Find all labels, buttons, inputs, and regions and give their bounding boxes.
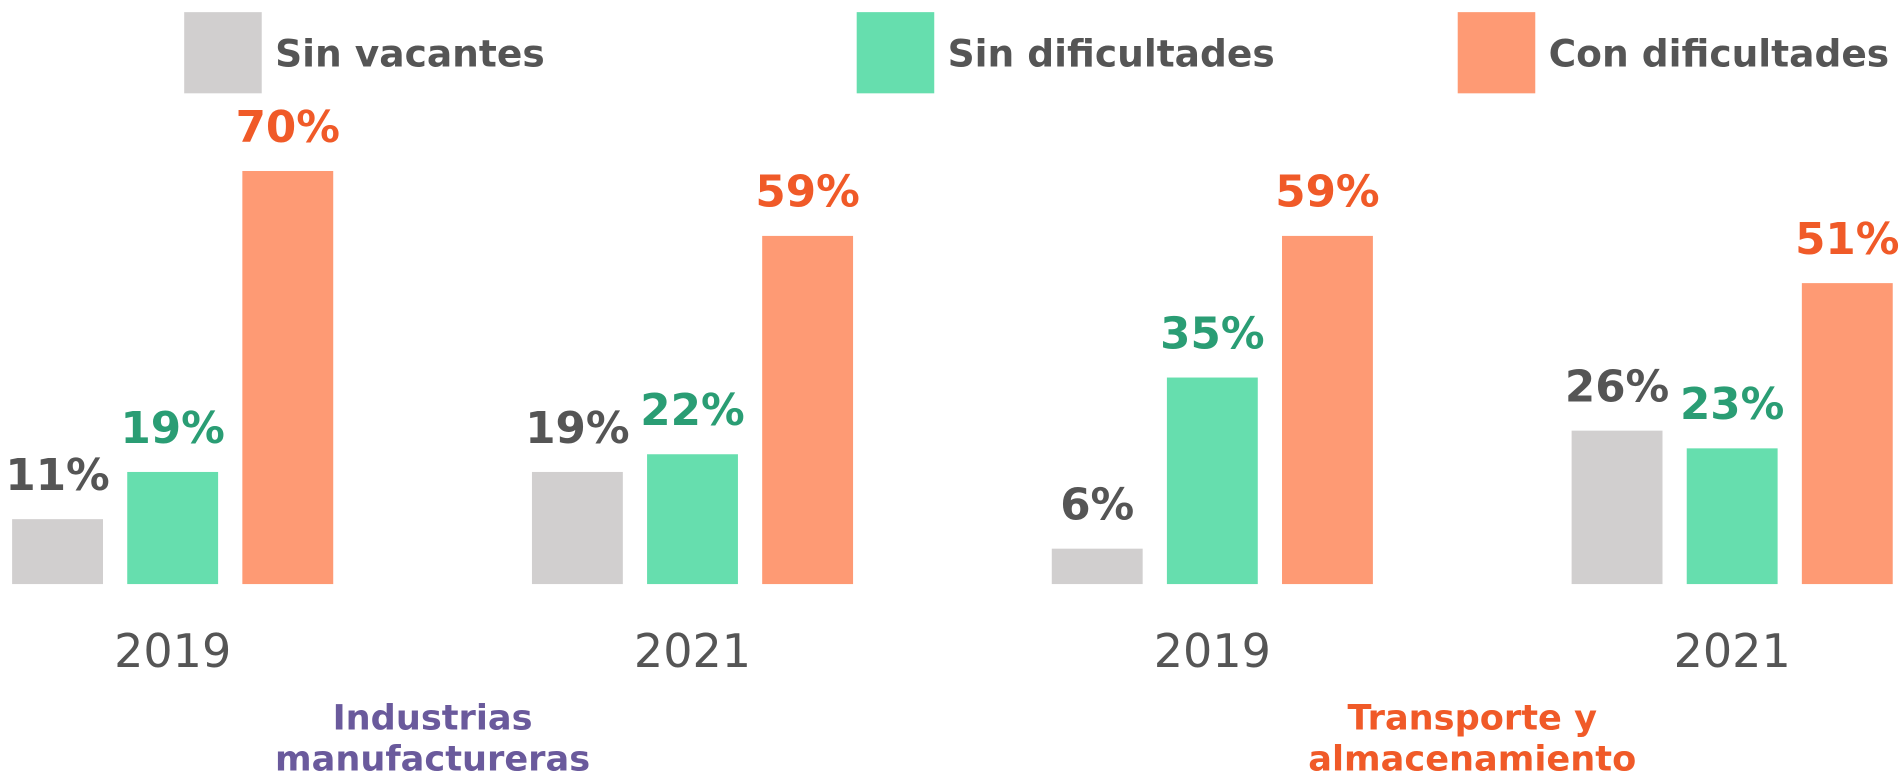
bar <box>242 170 334 585</box>
value-label: 11% <box>5 451 109 501</box>
bar <box>127 471 219 585</box>
bar <box>1571 430 1663 585</box>
legend-label: Con dificultades <box>1549 31 1890 75</box>
value-label: 70% <box>236 103 340 153</box>
bar <box>1282 235 1373 585</box>
x-tick-label: 2021 <box>634 624 751 678</box>
x-tick-label: 2021 <box>1674 624 1791 678</box>
value-label: 23% <box>1680 380 1784 430</box>
legend-label: Sin dificultades <box>948 31 1275 75</box>
value-label: 22% <box>640 386 744 436</box>
value-label: 35% <box>1160 309 1264 359</box>
bar <box>1801 283 1893 585</box>
bar <box>1051 548 1143 585</box>
bar <box>1686 448 1778 585</box>
x-tick-label: 2019 <box>1154 624 1271 678</box>
group-label: Transporte y almacenamiento <box>1308 696 1637 780</box>
legend-label: Sin vacantes <box>275 31 545 75</box>
group-label-box: Industrias manufactureras <box>275 696 591 780</box>
value-label: 59% <box>1275 168 1379 218</box>
value-label: 19% <box>120 404 224 454</box>
group-label: Industrias manufactureras <box>275 696 591 780</box>
bar <box>531 471 623 585</box>
bar <box>1166 377 1258 585</box>
legend-swatch <box>184 12 262 94</box>
bar <box>762 235 854 585</box>
value-label: 59% <box>755 168 859 218</box>
value-label: 26% <box>1565 362 1669 412</box>
bar <box>647 454 738 585</box>
legend-swatch <box>1457 12 1536 94</box>
group-label-box: Transporte y almacenamiento <box>1308 696 1637 780</box>
legend-swatch <box>856 12 935 94</box>
value-label: 19% <box>525 404 629 454</box>
value-label: 51% <box>1795 215 1899 265</box>
bar <box>12 519 103 585</box>
x-tick-label: 2019 <box>114 624 231 678</box>
value-label: 6% <box>1060 480 1134 530</box>
